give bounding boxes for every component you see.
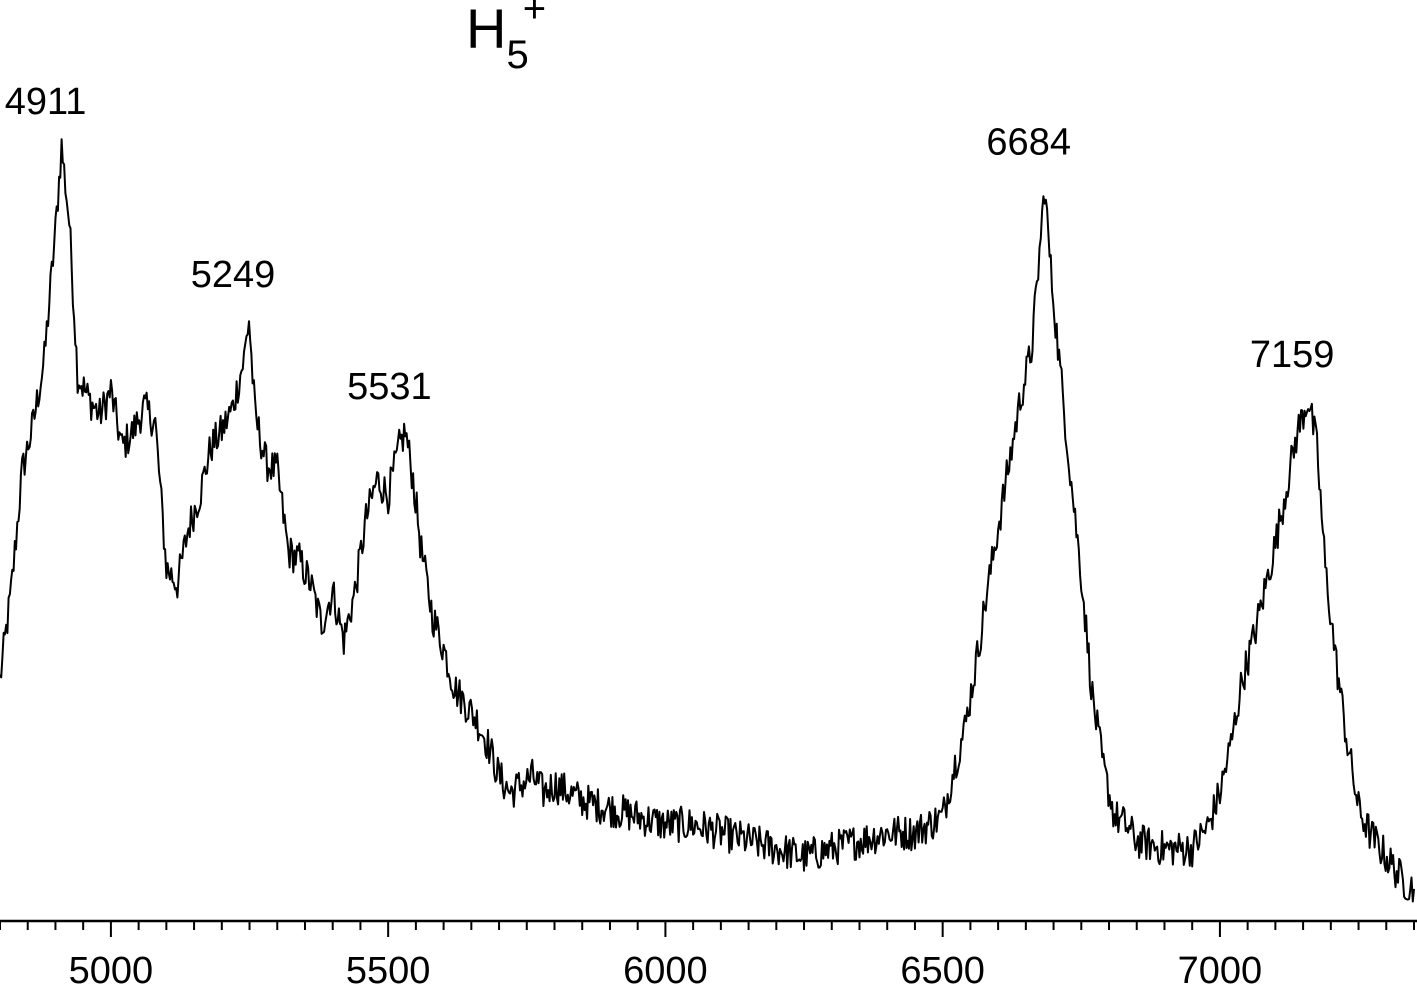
peak-label: 6684 xyxy=(986,121,1071,163)
peak-label: 5249 xyxy=(191,254,276,296)
chart-title-base: H xyxy=(466,0,506,60)
peak-label: 4911 xyxy=(5,81,87,123)
peak-labels: 4911 5249 5531 6684 7159 xyxy=(5,81,1335,408)
plot-area xyxy=(0,138,1415,903)
peak-label: 7159 xyxy=(1250,334,1335,376)
chart-title-superscript: + xyxy=(523,0,546,31)
chart-title: H5+ xyxy=(466,0,546,77)
peak-label: 5531 xyxy=(347,366,432,408)
x-tick-label: 6000 xyxy=(623,950,708,988)
x-tick-label: 7000 xyxy=(1178,950,1263,988)
x-axis: 5000 5500 6000 6500 7000 xyxy=(0,919,1417,988)
chart-title-subscript: 5 xyxy=(506,33,528,77)
spectrum-line-0 xyxy=(0,138,1415,903)
x-tick-label: 6500 xyxy=(900,950,985,988)
x-tick-label: 5500 xyxy=(346,950,431,988)
x-tick-label: 5000 xyxy=(69,950,154,988)
